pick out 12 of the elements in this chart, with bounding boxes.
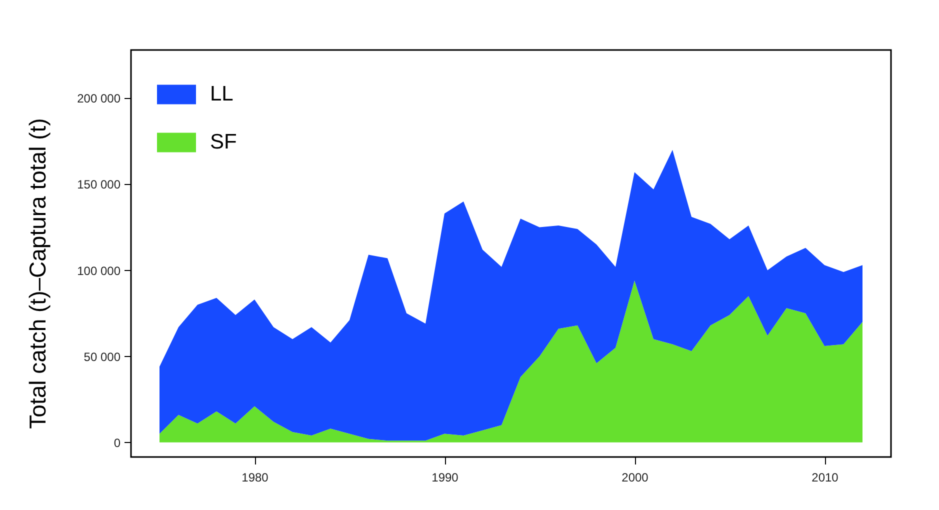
x-tick-label: 2000 [622,470,649,484]
y-tick-label: 100 000 [77,264,121,278]
y-tick-label: 0 [114,436,121,450]
y-tick-label: 50 000 [84,350,121,364]
y-tick-label: 200 000 [77,92,121,106]
y-axis-title: Total catch (t)–Captura total (t) [24,118,50,429]
legend-label: LL [210,82,234,106]
legend-label: SF [210,130,237,154]
x-tick-label: 2010 [812,470,839,484]
y-tick-label: 150 000 [77,178,121,192]
x-tick-label: 1980 [242,470,269,484]
x-tick-label: 1990 [432,470,459,484]
